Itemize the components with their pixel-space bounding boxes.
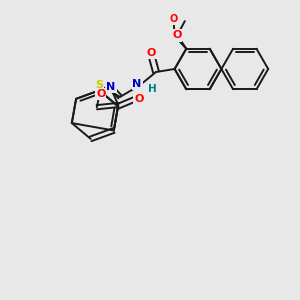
Text: H: H bbox=[148, 84, 157, 94]
Text: N: N bbox=[133, 79, 142, 89]
Text: O: O bbox=[134, 94, 144, 104]
Text: O: O bbox=[169, 14, 178, 24]
Text: O: O bbox=[147, 48, 156, 58]
Text: N: N bbox=[106, 82, 116, 92]
Text: O: O bbox=[96, 89, 105, 99]
Text: O: O bbox=[172, 31, 181, 41]
Text: S: S bbox=[95, 80, 103, 90]
Text: O: O bbox=[172, 30, 182, 40]
